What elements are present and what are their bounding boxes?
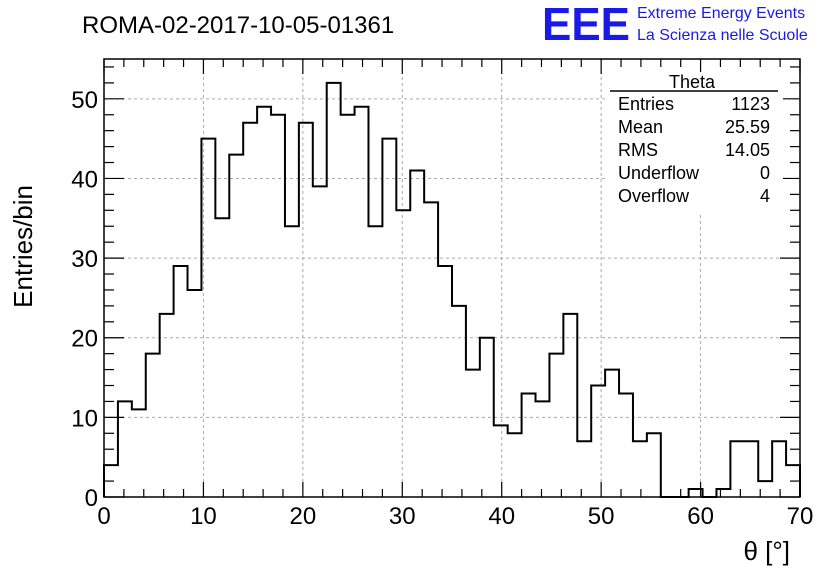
stats-row-label: Mean [618, 117, 663, 137]
stats-row-value: 25.59 [725, 117, 770, 137]
histogram-bin [132, 409, 146, 497]
histogram-bin [716, 489, 730, 497]
histogram-bin [480, 338, 494, 497]
y-tick-label: 50 [71, 87, 98, 114]
stats-row-value: 0 [760, 163, 770, 183]
stats-box-background [605, 72, 783, 212]
histogram-bin [285, 226, 299, 497]
histogram-bin [299, 123, 313, 497]
y-tick-label: 10 [71, 405, 98, 432]
histogram-bin [118, 401, 132, 497]
histogram-bin [772, 441, 786, 497]
stats-title: Theta [669, 72, 716, 92]
histogram-bin [215, 218, 229, 497]
tick-marks [103, 59, 801, 498]
stats-row-value: 4 [760, 186, 770, 206]
histogram-bin [257, 107, 271, 497]
plot-frame [103, 58, 801, 498]
histogram-bin [424, 202, 438, 497]
histogram-bin [536, 401, 550, 497]
x-tick-label: 70 [787, 503, 814, 530]
histogram-bin [494, 425, 508, 497]
x-tick-label: 20 [290, 503, 317, 530]
histogram-bin [730, 441, 744, 497]
histogram-bin [160, 314, 174, 497]
histogram-bin [549, 354, 563, 497]
histogram-bin [271, 115, 285, 497]
x-axis-label: θ [°] [743, 536, 790, 566]
histogram-bin [619, 393, 633, 497]
histogram-bin [313, 186, 327, 497]
chart-title: ROMA-02-2017-10-05-01361 [82, 12, 394, 39]
stats-row-label: Overflow [618, 186, 690, 206]
histogram-bin [355, 107, 369, 497]
histogram-bin [591, 386, 605, 497]
grid-lines [104, 59, 800, 497]
stats-row-label: RMS [618, 140, 658, 160]
histogram-bin [633, 441, 647, 497]
eee-logo: EEE Extreme Energy Events La Scienza nel… [542, 0, 808, 50]
brand-line-2: La Scienza nelle Scuole [637, 27, 808, 44]
histogram-bin [146, 354, 160, 497]
histogram-bin [605, 370, 619, 497]
y-tick-label: 20 [71, 326, 98, 353]
y-tick-label: 0 [85, 485, 98, 512]
y-tick-label: 40 [71, 166, 98, 193]
histogram-bin [508, 433, 522, 497]
eee-logo-text: EEE [542, 0, 630, 50]
histogram-bin [410, 170, 424, 497]
histogram-bin [382, 139, 396, 497]
stats-row-label: Underflow [618, 163, 700, 183]
histogram-bin [327, 83, 341, 497]
x-tick-label: 30 [389, 503, 416, 530]
histogram-bin [647, 433, 661, 497]
histogram-bin [229, 155, 243, 497]
histogram-bin [396, 210, 410, 497]
histogram-bin [243, 123, 257, 497]
stats-row-value: 1123 [731, 94, 770, 114]
histogram-bin [452, 306, 466, 497]
stats-box: Theta Entries 1123 Mean 25.59 RMS 14.05 Underf… [605, 72, 783, 212]
axes [103, 58, 801, 498]
x-tick-label: 50 [588, 503, 615, 530]
brand-line-1: Extreme Energy Events [637, 5, 805, 22]
histogram-bin [744, 441, 758, 497]
stats-row-label: Entries [618, 94, 674, 114]
histogram-bin [201, 139, 215, 497]
stats-rows: Entries 1123 Mean 25.59 RMS 14.05 Underflow 0 Ov… [618, 94, 770, 206]
histogram-bin [174, 266, 188, 497]
x-tick-label: 40 [488, 503, 515, 530]
histogram-bin [438, 266, 452, 497]
histogram-bin [188, 290, 202, 497]
y-tick-label: 30 [71, 246, 98, 273]
x-tick-label: 0 [97, 503, 110, 530]
histogram-bin [577, 441, 591, 497]
histogram-bin [563, 314, 577, 497]
histogram-bin [341, 115, 355, 497]
histogram-bin [368, 226, 382, 497]
stats-row-value: 14.05 [725, 140, 770, 160]
x-tick-label: 60 [687, 503, 714, 530]
histogram-bin [466, 370, 480, 497]
y-axis-label: Entries/bin [8, 185, 38, 308]
histogram-bin [522, 393, 536, 497]
x-tick-label: 10 [190, 503, 217, 530]
